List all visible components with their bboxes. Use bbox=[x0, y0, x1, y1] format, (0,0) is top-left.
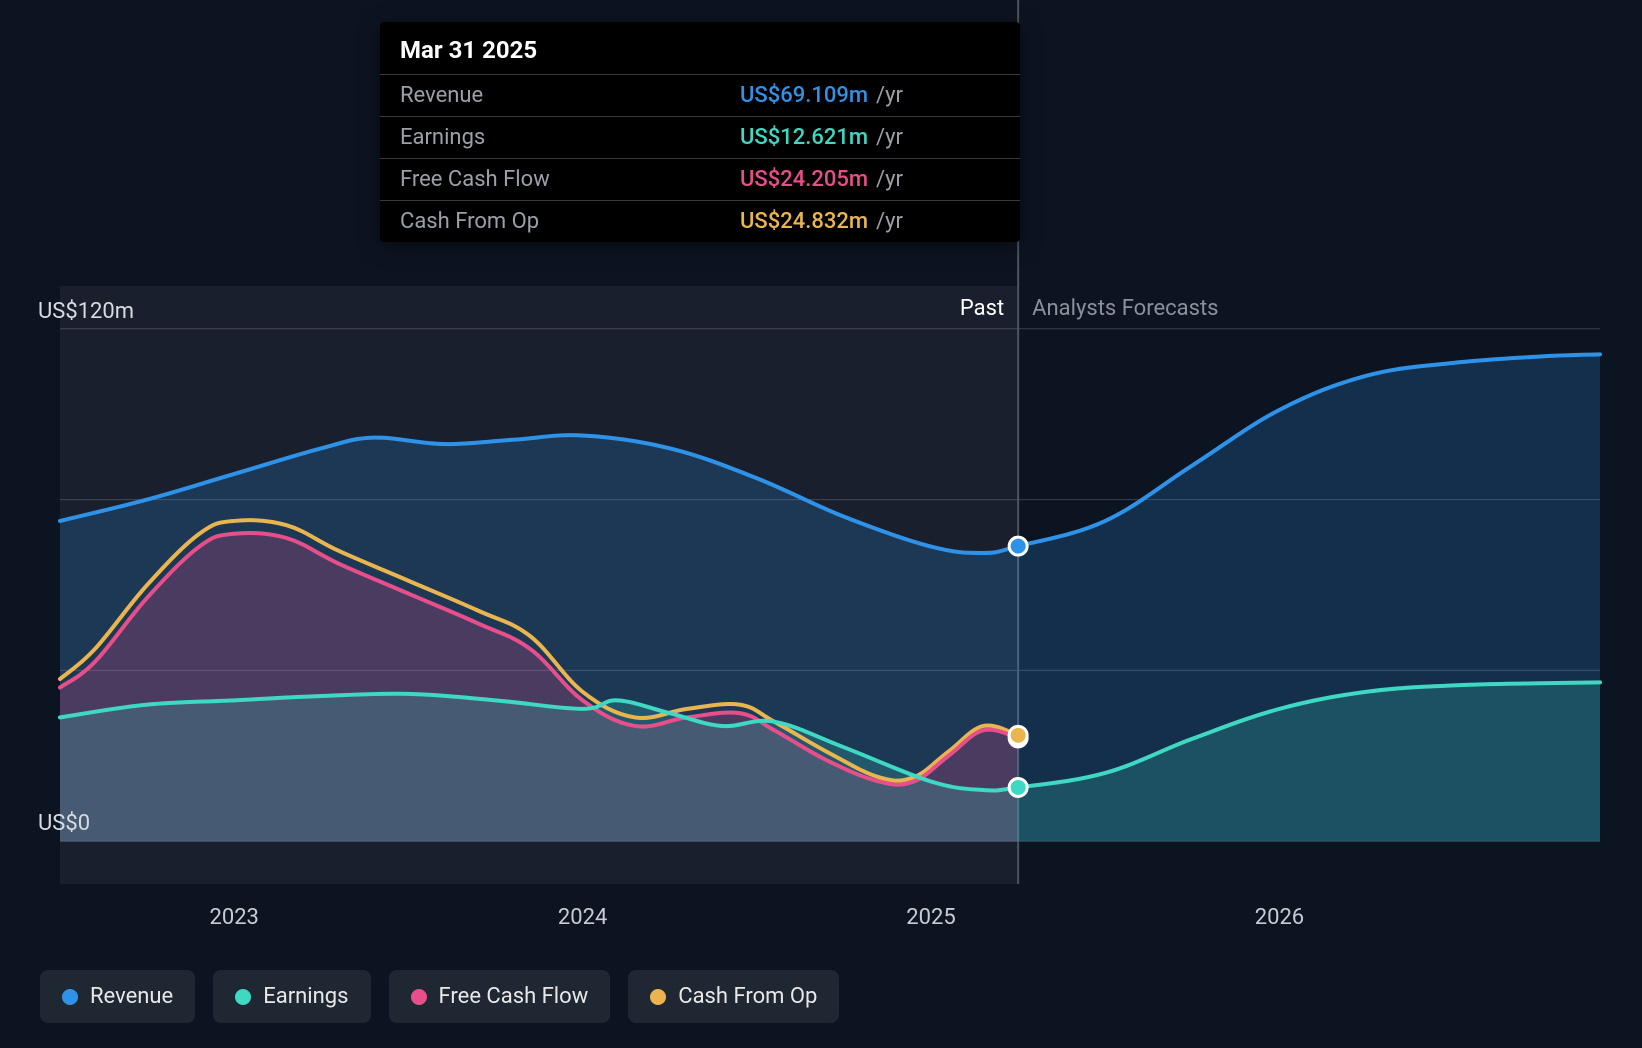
legend-dot-icon bbox=[235, 989, 251, 1005]
x-axis-label: 2026 bbox=[1255, 905, 1304, 930]
legend-label: Earnings bbox=[263, 984, 348, 1009]
x-axis-label: 2023 bbox=[209, 905, 258, 930]
legend-item-fcf[interactable]: Free Cash Flow bbox=[389, 970, 611, 1023]
legend-item-earnings[interactable]: Earnings bbox=[213, 970, 370, 1023]
tooltip-unit: /yr bbox=[876, 167, 903, 192]
tooltip-value: US$24.832m bbox=[740, 209, 868, 234]
tooltip-row: RevenueUS$69.109m/yr bbox=[380, 74, 1020, 116]
past-label: Past bbox=[960, 296, 1004, 321]
legend-label: Revenue bbox=[90, 984, 173, 1009]
tooltip-row: Cash From OpUS$24.832m/yr bbox=[380, 200, 1020, 242]
tooltip-value: US$69.109m bbox=[740, 83, 868, 108]
tooltip-value: US$24.205m bbox=[740, 167, 868, 192]
tooltip-key: Earnings bbox=[400, 125, 740, 150]
financial-forecast-chart: Mar 31 2025 RevenueUS$69.109m/yrEarnings… bbox=[0, 0, 1642, 1048]
legend-dot-icon bbox=[650, 989, 666, 1005]
chart-legend: Revenue Earnings Free Cash Flow Cash From O… bbox=[40, 970, 839, 1023]
tooltip-key: Cash From Op bbox=[400, 209, 740, 234]
legend-dot-icon bbox=[62, 989, 78, 1005]
hover-tooltip: Mar 31 2025 RevenueUS$69.109m/yrEarnings… bbox=[380, 22, 1020, 242]
legend-item-revenue[interactable]: Revenue bbox=[40, 970, 195, 1023]
tooltip-row: Free Cash FlowUS$24.205m/yr bbox=[380, 158, 1020, 200]
x-axis-label: 2024 bbox=[558, 905, 607, 930]
tooltip-unit: /yr bbox=[876, 209, 903, 234]
tooltip-rows: RevenueUS$69.109m/yrEarningsUS$12.621m/y… bbox=[380, 74, 1020, 242]
legend-dot-icon bbox=[411, 989, 427, 1005]
legend-item-cfo[interactable]: Cash From Op bbox=[628, 970, 839, 1023]
tooltip-key: Revenue bbox=[400, 83, 740, 108]
tooltip-row: EarningsUS$12.621m/yr bbox=[380, 116, 1020, 158]
tooltip-date: Mar 31 2025 bbox=[380, 22, 1020, 74]
legend-label: Free Cash Flow bbox=[439, 984, 589, 1009]
tooltip-key: Free Cash Flow bbox=[400, 167, 740, 192]
x-axis-label: 2025 bbox=[906, 905, 955, 930]
tooltip-unit: /yr bbox=[876, 125, 903, 150]
forecast-label: Analysts Forecasts bbox=[1032, 296, 1218, 321]
y-axis-label: US$0 bbox=[38, 811, 90, 836]
tooltip-unit: /yr bbox=[876, 83, 903, 108]
legend-label: Cash From Op bbox=[678, 984, 817, 1009]
y-axis-label: US$120m bbox=[38, 299, 134, 324]
tooltip-value: US$12.621m bbox=[740, 125, 868, 150]
